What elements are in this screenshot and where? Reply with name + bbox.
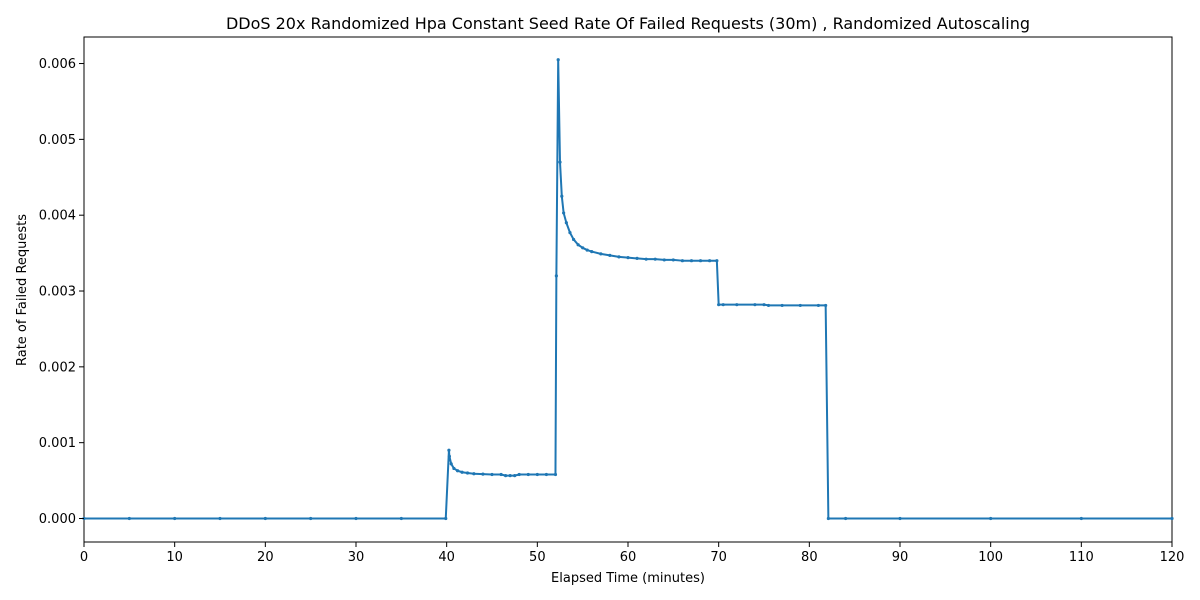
x-tick-label: 50 bbox=[529, 550, 546, 565]
series-point bbox=[452, 466, 456, 471]
x-tick-label: 20 bbox=[257, 550, 274, 565]
x-tick-label: 60 bbox=[620, 550, 637, 565]
series-point bbox=[465, 471, 470, 475]
series-point bbox=[1079, 516, 1083, 521]
series-point bbox=[517, 472, 521, 477]
y-tick-label: 0.003 bbox=[39, 285, 76, 300]
series-point bbox=[766, 303, 771, 308]
y-tick-label: 0.000 bbox=[39, 512, 76, 527]
x-tick-label: 110 bbox=[1069, 550, 1094, 565]
series-point bbox=[568, 231, 572, 235]
series-point bbox=[544, 472, 549, 477]
series-point bbox=[572, 237, 576, 242]
series-point bbox=[399, 516, 403, 521]
series-point bbox=[556, 58, 560, 62]
series-point bbox=[472, 472, 476, 476]
x-axis-label: Elapsed Time (minutes) bbox=[551, 571, 705, 586]
series-point bbox=[553, 472, 558, 477]
series-point bbox=[824, 303, 828, 308]
x-tick-label: 40 bbox=[438, 550, 455, 565]
series-point bbox=[680, 259, 685, 263]
series-point bbox=[599, 252, 603, 256]
series-point bbox=[481, 472, 485, 476]
series-point bbox=[708, 259, 712, 263]
y-tick-label: 0.006 bbox=[39, 57, 76, 72]
series-point bbox=[626, 256, 630, 260]
series-point bbox=[558, 160, 562, 164]
x-tick-label: 90 bbox=[892, 550, 909, 565]
series-point bbox=[447, 448, 451, 452]
x-tick-label: 70 bbox=[710, 550, 727, 565]
x-tick-label: 30 bbox=[348, 550, 365, 565]
series-point bbox=[717, 303, 721, 307]
y-tick-label: 0.002 bbox=[39, 360, 76, 375]
series-point bbox=[735, 303, 739, 307]
series-point bbox=[816, 303, 821, 308]
x-tick-label: 120 bbox=[1160, 550, 1185, 565]
series-point bbox=[698, 259, 703, 263]
series-point bbox=[644, 257, 648, 261]
series-point bbox=[780, 303, 784, 308]
x-tick-label: 10 bbox=[166, 550, 183, 565]
series-point bbox=[508, 474, 512, 478]
y-tick-label: 0.001 bbox=[39, 436, 76, 451]
series-point bbox=[562, 211, 566, 215]
series-point bbox=[460, 470, 464, 474]
series-point bbox=[826, 516, 830, 521]
series-point bbox=[989, 516, 993, 521]
series-point bbox=[354, 516, 358, 521]
series-point bbox=[844, 516, 848, 521]
y-tick-label: 0.005 bbox=[39, 133, 76, 148]
series-point bbox=[617, 255, 621, 259]
series-point bbox=[490, 472, 494, 477]
series-point bbox=[671, 258, 675, 262]
series-point bbox=[1170, 516, 1174, 521]
x-tick-label: 80 bbox=[801, 550, 818, 565]
series-point bbox=[898, 516, 902, 521]
series-point bbox=[455, 469, 460, 473]
series-point bbox=[127, 516, 131, 521]
series-point bbox=[585, 248, 589, 252]
series-point bbox=[309, 516, 313, 521]
y-axis-ticks: 0.000 0.001 0.002 0.003 0.004 0.005 0.006 bbox=[39, 57, 84, 527]
series-point bbox=[662, 258, 666, 262]
series-point bbox=[218, 516, 222, 521]
series-point bbox=[535, 472, 539, 477]
series-point bbox=[581, 246, 585, 250]
series-layer bbox=[82, 58, 1174, 521]
series-point bbox=[762, 303, 766, 307]
x-axis-ticks: 0 10 20 30 40 50 60 70 80 90 100 110 120 bbox=[80, 542, 1185, 565]
series-line bbox=[83, 58, 1173, 520]
series-point bbox=[576, 243, 580, 247]
series-point bbox=[526, 472, 530, 477]
series-point bbox=[554, 274, 558, 278]
series-point bbox=[504, 474, 508, 478]
chart-title: DDoS 20x Randomized Hpa Constant Seed Ra… bbox=[226, 14, 1030, 33]
y-axis-label: Rate of Failed Requests bbox=[15, 214, 30, 366]
series-point bbox=[499, 472, 503, 477]
series-point bbox=[689, 259, 694, 263]
series-point bbox=[590, 249, 594, 254]
plot-area-frame bbox=[83, 36, 1173, 543]
series-point bbox=[608, 253, 612, 257]
series-point bbox=[635, 256, 639, 261]
series-point bbox=[449, 462, 453, 466]
series-point bbox=[798, 303, 802, 308]
y-tick-label: 0.004 bbox=[39, 209, 76, 224]
x-tick-label: 100 bbox=[978, 550, 1003, 565]
x-tick-label: 0 bbox=[80, 550, 88, 565]
series-point bbox=[263, 516, 267, 521]
series-point bbox=[560, 194, 564, 198]
series-point bbox=[447, 454, 451, 458]
series-point bbox=[513, 474, 517, 478]
series-point bbox=[653, 257, 657, 261]
series-point bbox=[721, 303, 725, 307]
series-point bbox=[715, 259, 719, 263]
series-point bbox=[173, 516, 177, 521]
series-point bbox=[444, 516, 448, 521]
series-point bbox=[564, 221, 568, 225]
series-point bbox=[753, 303, 757, 307]
